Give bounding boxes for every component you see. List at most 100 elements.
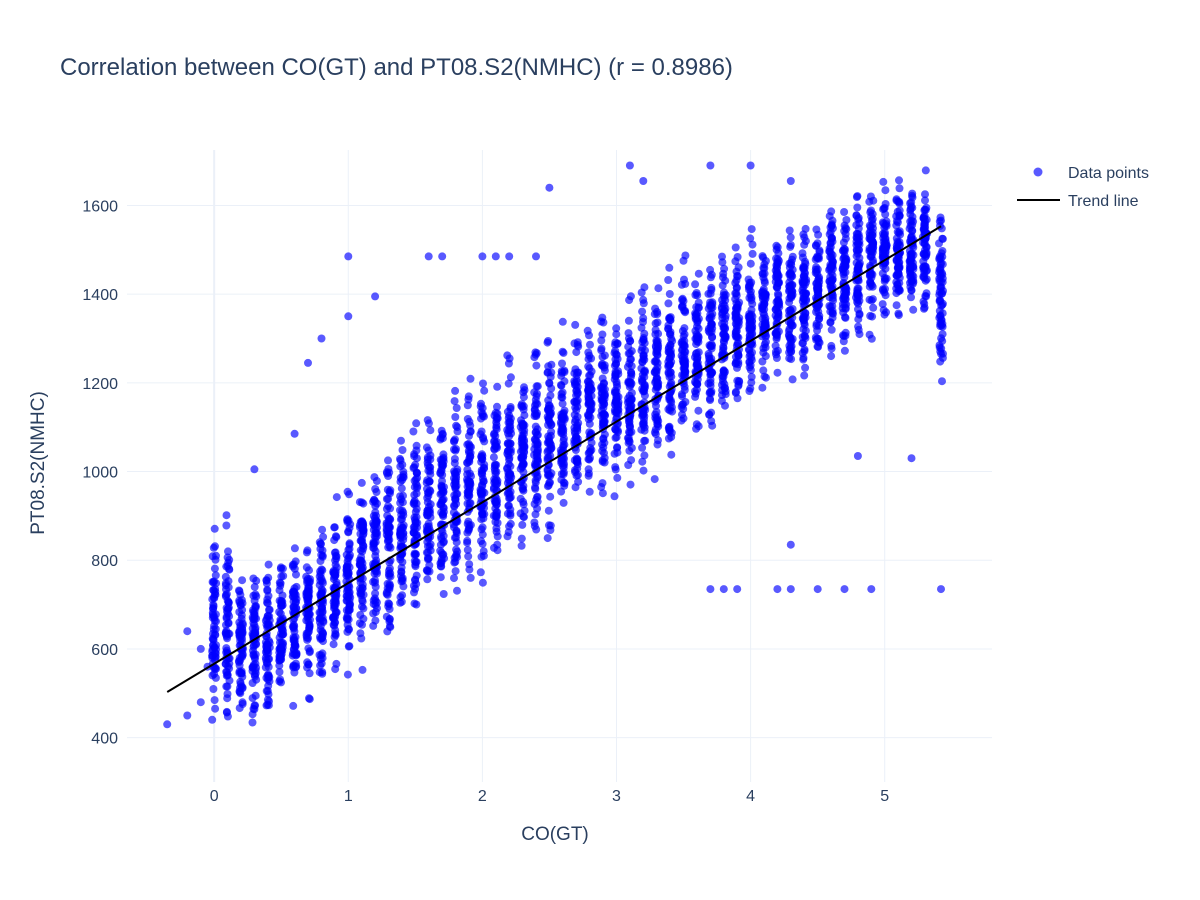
legend-item-data-points[interactable]: Data points bbox=[1033, 165, 1149, 182]
data-point bbox=[493, 476, 502, 485]
data-point bbox=[437, 456, 446, 465]
data-point bbox=[786, 242, 795, 251]
data-point bbox=[464, 525, 473, 534]
data-point bbox=[719, 291, 728, 300]
data-point bbox=[868, 231, 877, 240]
data-point bbox=[208, 595, 217, 604]
data-point bbox=[318, 546, 327, 555]
data-point bbox=[560, 481, 569, 490]
data-point bbox=[573, 455, 582, 464]
data-point bbox=[437, 481, 446, 490]
data-point bbox=[358, 596, 367, 604]
data-point bbox=[479, 379, 487, 388]
data-point bbox=[667, 428, 676, 437]
data-point bbox=[814, 253, 823, 261]
data-point bbox=[345, 603, 354, 612]
data-point bbox=[264, 701, 273, 710]
data-point bbox=[760, 300, 769, 309]
data-point bbox=[827, 344, 836, 353]
data-point bbox=[759, 263, 768, 272]
data-point bbox=[346, 593, 355, 602]
data-point bbox=[691, 392, 700, 401]
data-point bbox=[463, 490, 472, 499]
data-point bbox=[814, 287, 823, 296]
data-point bbox=[505, 432, 514, 441]
data-point bbox=[597, 396, 606, 405]
data-point bbox=[305, 566, 313, 575]
data-point bbox=[585, 331, 593, 340]
data-point bbox=[371, 292, 380, 301]
data-point bbox=[665, 290, 674, 298]
data-point bbox=[597, 336, 606, 345]
data-point bbox=[249, 704, 258, 713]
data-point bbox=[344, 545, 353, 554]
data-point bbox=[881, 186, 890, 195]
data-point bbox=[305, 669, 314, 678]
data-point bbox=[573, 388, 582, 397]
data-point bbox=[412, 441, 421, 450]
data-point bbox=[262, 642, 271, 651]
data-point bbox=[318, 649, 327, 658]
legend[interactable]: Data points Trend line bbox=[1017, 165, 1149, 210]
data-point bbox=[262, 673, 271, 682]
data-point bbox=[209, 629, 217, 638]
data-point bbox=[371, 576, 379, 585]
data-point bbox=[677, 280, 686, 289]
data-point bbox=[506, 425, 515, 434]
data-point bbox=[624, 461, 633, 469]
data-point bbox=[771, 348, 780, 356]
data-point bbox=[610, 492, 619, 501]
data-point bbox=[612, 324, 621, 333]
data-point bbox=[627, 370, 636, 379]
data-point bbox=[894, 287, 903, 296]
data-point bbox=[799, 289, 808, 298]
data-point bbox=[613, 355, 622, 363]
data-point bbox=[504, 528, 513, 537]
data-point bbox=[385, 622, 394, 631]
y-tick-label: 1000 bbox=[82, 465, 118, 482]
data-point bbox=[640, 423, 649, 432]
data-point bbox=[212, 617, 220, 626]
data-point bbox=[466, 427, 475, 436]
data-point bbox=[398, 515, 406, 524]
data-point bbox=[935, 255, 944, 264]
data-point bbox=[799, 354, 808, 362]
data-point bbox=[733, 394, 742, 403]
data-point bbox=[478, 252, 487, 261]
data-point bbox=[477, 399, 485, 408]
data-point bbox=[356, 629, 365, 638]
data-point bbox=[598, 374, 607, 383]
data-point bbox=[773, 269, 782, 278]
data-point bbox=[531, 401, 539, 410]
data-point bbox=[611, 367, 620, 376]
data-point bbox=[585, 364, 594, 373]
data-point bbox=[654, 329, 663, 338]
data-point bbox=[627, 379, 636, 388]
data-point bbox=[436, 559, 445, 568]
data-point bbox=[909, 262, 918, 271]
data-point bbox=[721, 401, 729, 410]
data-point bbox=[600, 366, 609, 375]
legend-marker-data-points bbox=[1033, 167, 1043, 177]
data-point bbox=[224, 547, 232, 556]
data-point bbox=[222, 521, 231, 530]
data-point bbox=[238, 619, 247, 628]
data-point bbox=[493, 402, 501, 411]
data-point bbox=[480, 386, 489, 395]
data-point bbox=[882, 220, 891, 229]
data-point bbox=[692, 289, 701, 297]
data-point bbox=[626, 292, 635, 301]
data-point bbox=[224, 662, 232, 671]
data-point bbox=[196, 698, 205, 707]
data-point bbox=[238, 599, 247, 608]
data-point bbox=[265, 654, 274, 663]
legend-item-trend-line[interactable]: Trend line bbox=[1017, 193, 1139, 210]
data-point bbox=[450, 558, 459, 567]
data-point bbox=[209, 586, 218, 595]
data-point bbox=[358, 584, 367, 593]
data-point bbox=[439, 512, 448, 521]
data-point bbox=[423, 537, 432, 546]
data-point bbox=[371, 608, 380, 616]
data-point bbox=[547, 420, 556, 429]
data-point bbox=[465, 441, 474, 450]
